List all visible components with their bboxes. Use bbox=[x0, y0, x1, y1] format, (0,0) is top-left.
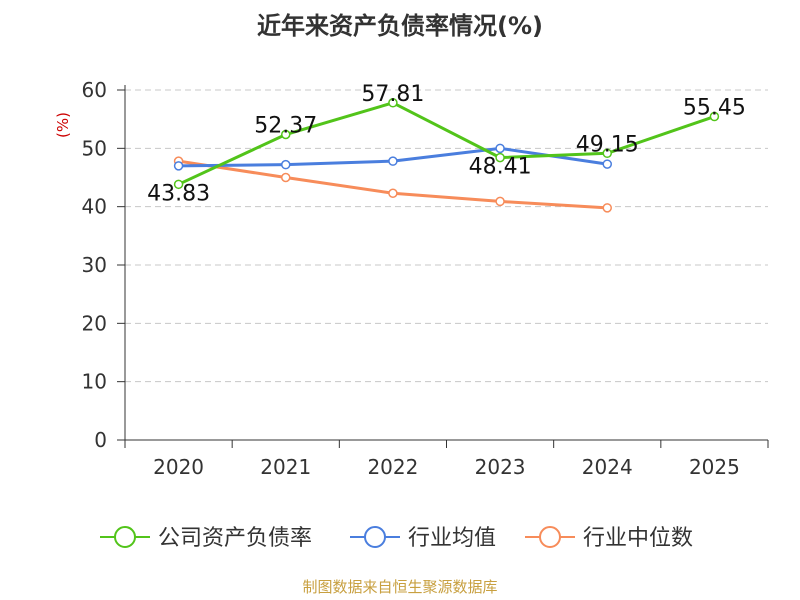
data-point bbox=[495, 143, 505, 154]
data-label: 55.45 bbox=[683, 96, 746, 121]
data-point bbox=[281, 129, 291, 140]
data-point bbox=[173, 161, 184, 171]
legend-label: 公司资产负债率 bbox=[158, 526, 312, 551]
source-note: 制图数据来自恒生聚源数据库 bbox=[302, 578, 498, 596]
x-tick-label: 2024 bbox=[582, 455, 633, 479]
x-tick-label: 2021 bbox=[260, 455, 311, 479]
data-point bbox=[173, 179, 184, 190]
data-label: 49.15 bbox=[576, 132, 639, 157]
legend-marker bbox=[539, 526, 561, 548]
data-point bbox=[495, 152, 505, 163]
legend-label: 行业中位数 bbox=[583, 526, 693, 551]
data-point bbox=[281, 172, 291, 183]
y-tick-label: 60 bbox=[82, 78, 107, 102]
y-axis-label: (%) bbox=[54, 112, 72, 138]
series-line bbox=[177, 101, 715, 186]
data-point bbox=[602, 203, 612, 213]
y-tick-label: 20 bbox=[82, 311, 107, 335]
legend-marker bbox=[114, 526, 136, 548]
y-tick-label: 40 bbox=[82, 195, 107, 219]
data-point bbox=[495, 196, 505, 207]
series-line bbox=[178, 159, 608, 210]
legend-label: 行业均值 bbox=[408, 526, 496, 551]
y-tick-label: 10 bbox=[82, 370, 107, 394]
x-tick-label: 2023 bbox=[475, 455, 526, 479]
data-point bbox=[709, 111, 720, 122]
data-point bbox=[281, 159, 291, 170]
data-label: 43.83 bbox=[147, 181, 210, 206]
x-tick-label: 2020 bbox=[153, 455, 204, 479]
y-tick-label: 0 bbox=[94, 428, 107, 452]
data-point bbox=[388, 156, 398, 166]
data-point bbox=[388, 188, 398, 198]
legend-marker bbox=[364, 526, 386, 548]
y-tick-label: 50 bbox=[82, 136, 107, 160]
y-tick-label: 30 bbox=[82, 253, 107, 277]
data-label: 48.41 bbox=[469, 155, 532, 180]
data-point bbox=[388, 98, 398, 108]
data-point bbox=[602, 148, 612, 159]
chart-title: 近年来资产负债率情况(%) bbox=[257, 12, 543, 40]
data-label: 57.81 bbox=[361, 82, 424, 107]
x-tick-label: 2025 bbox=[689, 455, 740, 479]
data-point bbox=[602, 159, 612, 169]
x-tick-label: 2022 bbox=[367, 455, 418, 479]
data-label: 52.37 bbox=[254, 114, 317, 139]
